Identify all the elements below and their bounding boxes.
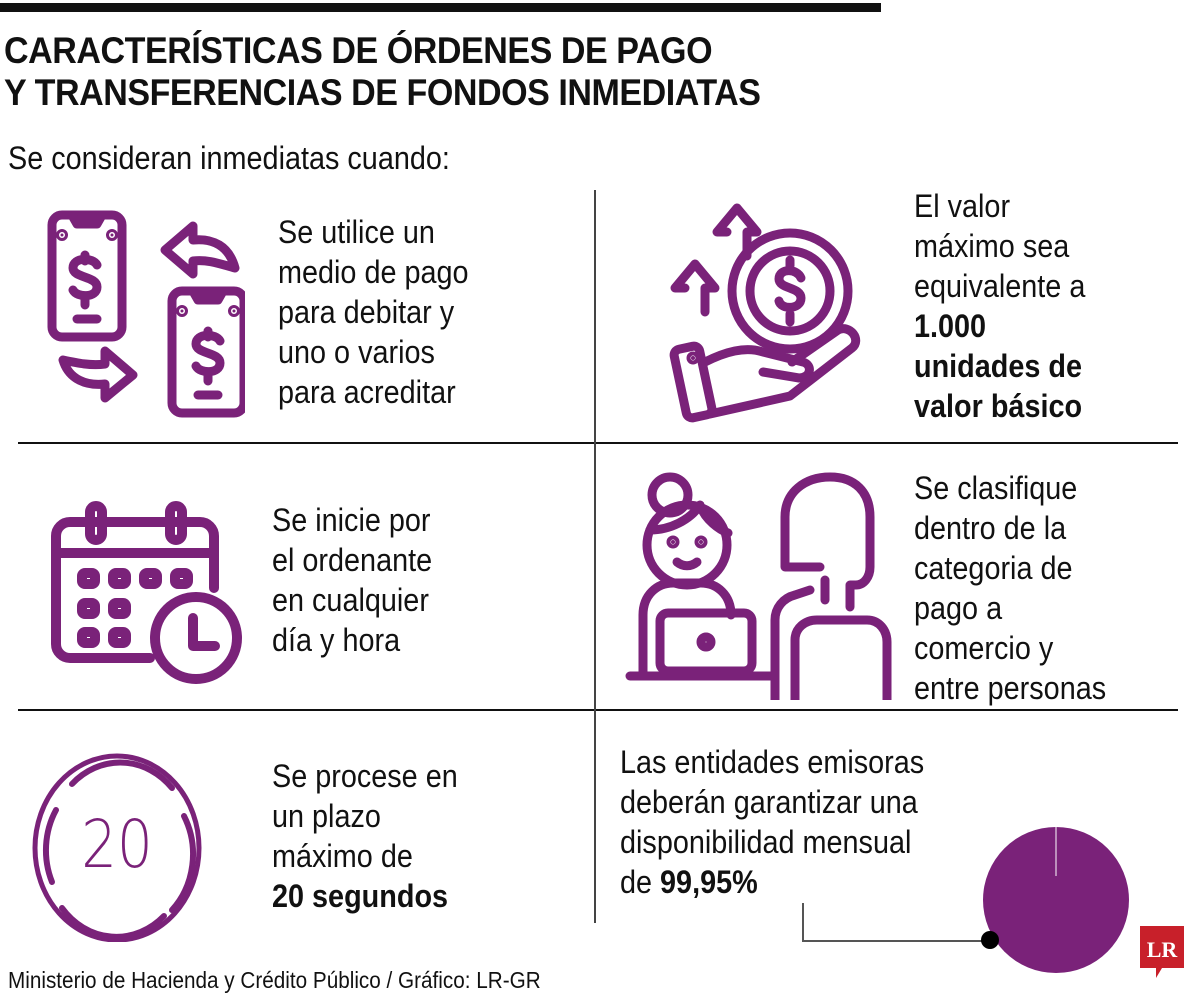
text-line: de 99,95%: [620, 862, 924, 902]
cell-4-text: Se clasifique dentro de la categoria de …: [914, 468, 1106, 708]
leader-dot: [981, 931, 999, 949]
top-rule: [0, 3, 881, 12]
text-line: uno o varios: [278, 334, 435, 370]
cell-5-text: Se procese en un plazo máximo de 20 segu…: [272, 756, 458, 916]
text-line: un plazo: [272, 798, 381, 834]
text-line: medio de pago: [278, 254, 469, 290]
text-line: Se clasifique: [914, 470, 1078, 506]
title-line-1: CARACTERÍSTICAS DE ÓRDENES DE PAGO: [4, 30, 713, 71]
cell-3-text: Se inicie por el ordenante en cualquier …: [272, 500, 432, 660]
text-line: comercio y: [914, 630, 1054, 666]
text-line: categoria de: [914, 550, 1073, 586]
pie-chart-icon: [983, 827, 1129, 973]
text-prefix: de: [620, 864, 661, 900]
calendar-clock-icon: [51, 501, 242, 684]
column-divider: [594, 190, 596, 923]
phone-transfer-icon: [47, 210, 245, 418]
text-line: dentro de la: [914, 510, 1067, 546]
text-line: pago a: [914, 590, 1003, 626]
cell-6-text: Las entidades emisoras deberán garantiza…: [620, 742, 924, 902]
text-line: Las entidades emisoras: [620, 744, 925, 780]
twenty-icon-label: 20: [81, 806, 153, 883]
text-line: equivalente a: [914, 268, 1086, 304]
text-line: en cualquier: [272, 582, 429, 618]
hand-coin-icon: [669, 203, 861, 423]
twenty-seconds-icon: 20: [32, 752, 202, 942]
title-line-2: Y TRANSFERENCIAS DE FONDOS INMEDIATAS: [4, 72, 761, 113]
source-credit: Ministerio de Hacienda y Crédito Público…: [8, 967, 541, 993]
logo-text: LR: [1147, 937, 1179, 962]
text-line: deberán garantizar una: [620, 784, 918, 820]
text-line: para acreditar: [278, 374, 456, 410]
subtitle: Se consideran inmediatas cuando:: [8, 140, 450, 176]
highlight-value: 20 segundos: [272, 878, 449, 914]
availability-value: 99,95%: [660, 864, 758, 900]
highlight-value: 1.000: [914, 308, 987, 344]
highlight-text: unidades de: [914, 348, 1083, 384]
cell-1-text: Se utilice un medio de pago para debitar…: [278, 212, 469, 412]
text-line: máximo de: [272, 838, 413, 874]
leader-line: [802, 903, 990, 942]
text-line: para debitar y: [278, 294, 455, 330]
text-line: disponibilidad mensual: [620, 824, 912, 860]
text-line: Se utilice un: [278, 214, 435, 250]
text-line: máximo sea: [914, 228, 1070, 264]
text-line: el ordenante: [272, 542, 433, 578]
text-line: Se procese en: [272, 758, 458, 794]
text-line: entre personas: [914, 670, 1107, 706]
row-divider-1: [18, 442, 1178, 444]
page-title: CARACTERÍSTICAS DE ÓRDENES DE PAGO Y TRA…: [4, 30, 761, 114]
text-line: El valor: [914, 188, 1011, 224]
lr-logo: LR: [1140, 926, 1184, 978]
people-commerce-icon: [625, 472, 892, 700]
text-line: día y hora: [272, 622, 401, 658]
highlight-text: valor básico: [914, 388, 1083, 424]
cell-2-text: El valor máximo sea equivalente a 1.000 …: [914, 186, 1085, 426]
row-divider-2: [18, 709, 1178, 711]
text-line: Se inicie por: [272, 502, 431, 538]
